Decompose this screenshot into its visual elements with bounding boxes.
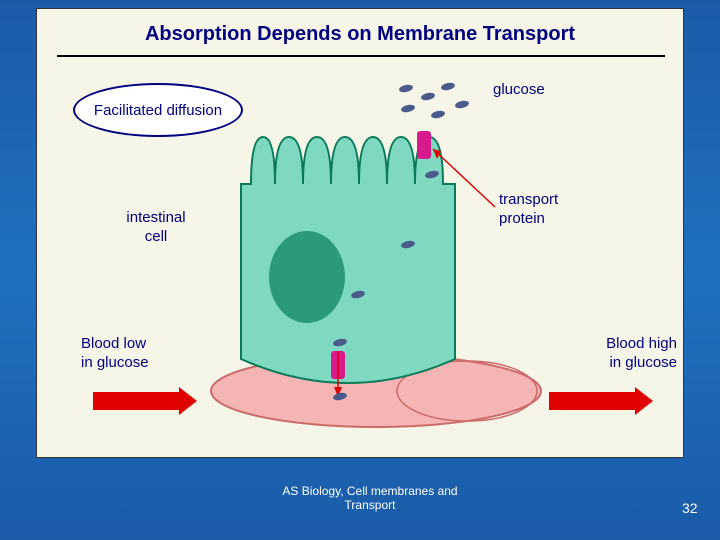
footer-line1: AS Biology, Cell membranes and <box>282 484 457 498</box>
slide-panel: Absorption Depends on Membrane Transport… <box>36 8 684 458</box>
blood-flow-arrow-right <box>549 387 659 415</box>
transport-protein-top <box>417 131 431 159</box>
cell-nucleus <box>269 231 345 323</box>
blood-flow-arrow-left <box>93 387 203 415</box>
slide-footer: AS Biology, Cell membranes and Transport <box>240 484 500 512</box>
footer-line2: Transport <box>345 498 396 512</box>
page-number: 32 <box>682 500 698 516</box>
